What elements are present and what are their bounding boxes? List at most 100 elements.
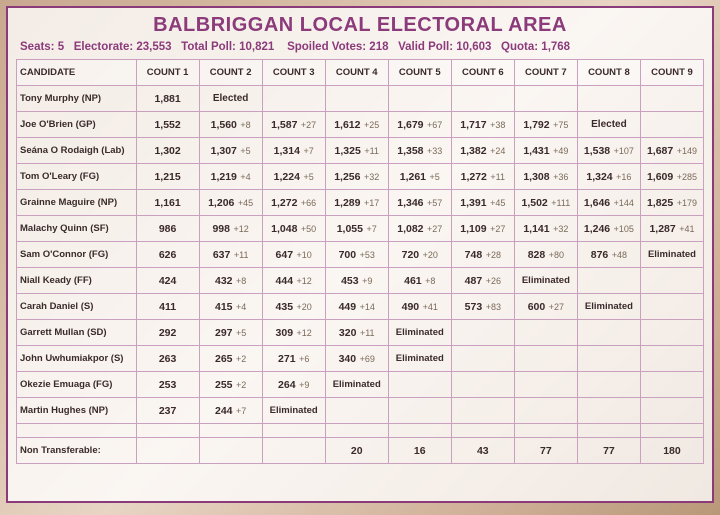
count-cell: 444 +12 <box>262 268 325 294</box>
vote-value: 271 <box>278 353 296 365</box>
validpoll-value: 10,603 <box>456 41 491 53</box>
vote-value: 1,082 <box>397 223 423 235</box>
table-row: Tom O'Leary (FG)1,2151,219 +41,224 +51,2… <box>17 164 704 190</box>
candidate-name: Garrett Mullan (SD) <box>17 320 137 346</box>
vote-delta: +57 <box>425 198 443 208</box>
vote-delta: +17 <box>361 198 379 208</box>
vote-value: 1,141 <box>523 223 549 235</box>
vote-delta: +36 <box>551 172 569 182</box>
vote-value: 1,161 <box>154 197 180 209</box>
count-cell: 244 +7 <box>199 398 262 424</box>
vote-value: 1,206 <box>208 197 234 209</box>
count-cell <box>451 320 514 346</box>
vote-value: 1,224 <box>274 171 300 183</box>
vote-value: 828 <box>528 249 546 261</box>
vote-delta: +8 <box>234 276 247 286</box>
table-row: Tony Murphy (NP)1,881Elected <box>17 86 704 112</box>
vote-delta: +10 <box>294 250 312 260</box>
vote-value: 1,612 <box>334 119 360 131</box>
vote-delta: +2 <box>234 380 247 390</box>
vote-delta: +75 <box>551 120 569 130</box>
status-eliminated: Eliminated <box>585 301 633 312</box>
count-cell: 453 +9 <box>325 268 388 294</box>
count-cell: 1,792 +75 <box>514 112 577 138</box>
count-cell <box>640 268 703 294</box>
count-cell: 1,881 <box>136 86 199 112</box>
quota-label: Quota: <box>501 41 538 53</box>
vote-delta: +83 <box>483 302 501 312</box>
count-cell: 1,552 <box>136 112 199 138</box>
vote-value: 600 <box>528 301 546 313</box>
count-cell: 265 +2 <box>199 346 262 372</box>
electorate-label: Electorate: <box>74 41 133 53</box>
candidate-name: Martin Hughes (NP) <box>17 398 137 424</box>
vote-value: 1,215 <box>154 171 180 183</box>
vote-value: 490 <box>402 301 420 313</box>
vote-delta: +24 <box>488 146 506 156</box>
vote-value: 1,055 <box>337 223 363 235</box>
vote-delta: +16 <box>614 172 632 182</box>
vote-value: 1,687 <box>647 145 673 157</box>
count-cell: Elected <box>577 112 640 138</box>
count-cell <box>514 372 577 398</box>
col-count: COUNT 1 <box>136 60 199 86</box>
vote-delta: +48 <box>609 250 627 260</box>
vote-delta: +7 <box>234 406 247 416</box>
count-cell: 1,314 +7 <box>262 138 325 164</box>
vote-value: 320 <box>339 327 357 339</box>
table-row: Okezie Emuaga (FG)253255 +2264 +9Elimina… <box>17 372 704 398</box>
vote-delta: +9 <box>360 276 373 286</box>
vote-value: 461 <box>404 275 422 287</box>
count-cell: 411 <box>136 294 199 320</box>
count-cell: 1,206 +45 <box>199 190 262 216</box>
col-count: COUNT 5 <box>388 60 451 86</box>
count-cell: 255 +2 <box>199 372 262 398</box>
vote-delta: +5 <box>234 328 247 338</box>
vote-value: 292 <box>159 327 177 339</box>
count-cell <box>451 86 514 112</box>
count-cell: 1,346 +57 <box>388 190 451 216</box>
vote-value: 297 <box>215 327 233 339</box>
table-row: Carah Daniel (S)411415 +4435 +20449 +144… <box>17 294 704 320</box>
count-cell: Eliminated <box>577 294 640 320</box>
count-cell <box>262 86 325 112</box>
table-row: Grainne Maguire (NP)1,1611,206 +451,272 … <box>17 190 704 216</box>
count-cell: 461 +8 <box>388 268 451 294</box>
totalpoll-label: Total Poll: <box>181 41 236 53</box>
candidate-name: John Uwhumiakpor (S) <box>17 346 137 372</box>
vote-delta: +14 <box>357 302 375 312</box>
vote-delta: +6 <box>297 354 310 364</box>
count-cell: 237 <box>136 398 199 424</box>
vote-delta: +5 <box>427 172 440 182</box>
vote-value: 253 <box>159 379 177 391</box>
vote-delta: +11 <box>231 250 248 260</box>
vote-value: 720 <box>402 249 420 261</box>
count-cell: 1,717 +38 <box>451 112 514 138</box>
vote-value: 432 <box>215 275 233 287</box>
vote-value: 637 <box>213 249 231 261</box>
vote-value: 1,324 <box>586 171 612 183</box>
table-row: Seána O Rodaigh (Lab)1,3021,307 +51,314 … <box>17 138 704 164</box>
count-cell: 297 +5 <box>199 320 262 346</box>
count-cell <box>577 86 640 112</box>
results-table: CANDIDATECOUNT 1COUNT 2COUNT 3COUNT 4COU… <box>16 59 704 464</box>
vote-delta: +2 <box>234 354 247 364</box>
vote-delta: +144 <box>611 198 634 208</box>
count-cell: Eliminated <box>388 320 451 346</box>
vote-delta: +69 <box>357 354 375 364</box>
count-cell: 1,560 +8 <box>199 112 262 138</box>
vote-delta: +11 <box>362 146 379 156</box>
count-cell: 637 +11 <box>199 242 262 268</box>
vote-delta: +11 <box>357 328 374 338</box>
table-header-row: CANDIDATECOUNT 1COUNT 2COUNT 3COUNT 4COU… <box>17 60 704 86</box>
candidate-name: Seána O Rodaigh (Lab) <box>17 138 137 164</box>
vote-value: 1,308 <box>523 171 549 183</box>
vote-value: 237 <box>159 405 177 417</box>
status-eliminated: Eliminated <box>648 249 696 260</box>
candidate-name: Joe O'Brien (GP) <box>17 112 137 138</box>
non-transferable-cell: 77 <box>577 438 640 464</box>
candidate-name: Carah Daniel (S) <box>17 294 137 320</box>
candidate-name: Tom O'Leary (FG) <box>17 164 137 190</box>
count-cell: 263 <box>136 346 199 372</box>
col-candidate: CANDIDATE <box>17 60 137 86</box>
